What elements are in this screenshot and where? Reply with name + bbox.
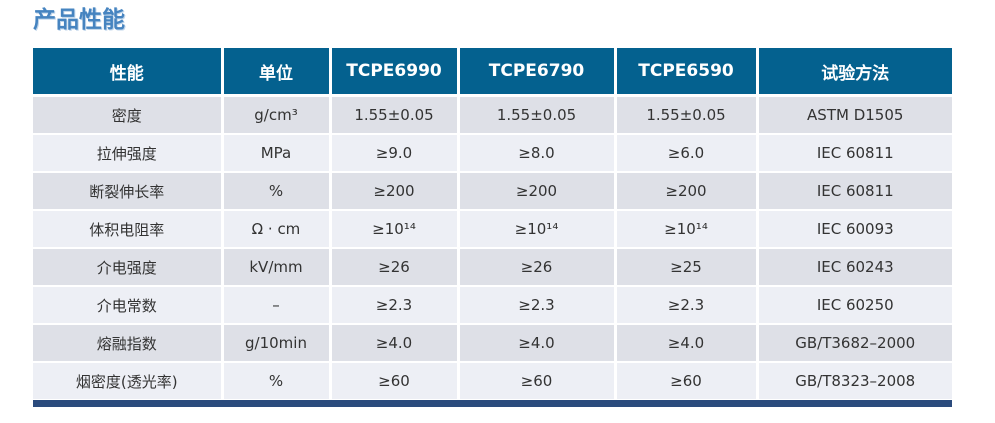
cell-tcpe6590: ≥25 <box>615 248 759 287</box>
col-header-tcpe6790: TCPE6790 <box>458 48 617 97</box>
cell-property: 密度 <box>33 95 224 135</box>
cell-tcpe6990: ≥60 <box>330 362 460 399</box>
cell-tcpe6590: ≥2.3 <box>615 286 759 325</box>
cell-test-method: IEC 60811 <box>757 134 952 173</box>
table-row: 熔融指数 g/10min ≥4.0 ≥4.0 ≥4.0 GB/T3682–200… <box>33 324 952 363</box>
cell-tcpe6990: ≥9.0 <box>330 134 460 173</box>
cell-tcpe6790: ≥26 <box>458 248 617 287</box>
table-row: 断裂伸长率 % ≥200 ≥200 ≥200 IEC 60811 <box>33 172 952 211</box>
cell-property: 烟密度(透光率) <box>33 362 224 399</box>
cell-tcpe6590: ≥60 <box>615 362 759 399</box>
cell-property: 拉伸强度 <box>33 134 224 173</box>
cell-unit: MPa <box>222 134 332 173</box>
table-row: 介电强度 kV/mm ≥26 ≥26 ≥25 IEC 60243 <box>33 248 952 287</box>
table-row: 拉伸强度 MPa ≥9.0 ≥8.0 ≥6.0 IEC 60811 <box>33 134 952 173</box>
cell-test-method: IEC 60250 <box>757 286 952 325</box>
cell-tcpe6990: ≥2.3 <box>330 286 460 325</box>
cell-property: 介电强度 <box>33 248 224 287</box>
cell-test-method: GB/T3682–2000 <box>757 324 952 363</box>
cell-tcpe6790: ≥10¹⁴ <box>458 210 617 249</box>
product-performance-table: 性能 单位 TCPE6990 TCPE6790 TCPE6590 试验方法 密度… <box>33 48 952 407</box>
cell-tcpe6790: 1.55±0.05 <box>458 95 617 135</box>
cell-test-method: IEC 60093 <box>757 210 952 249</box>
cell-tcpe6590: ≥6.0 <box>615 134 759 173</box>
col-header-test-method: 试验方法 <box>757 48 952 97</box>
cell-property: 体积电阻率 <box>33 210 224 249</box>
table-row: 介电常数 – ≥2.3 ≥2.3 ≥2.3 IEC 60250 <box>33 286 952 325</box>
cell-unit: g/10min <box>222 324 332 363</box>
cell-tcpe6790: ≥8.0 <box>458 134 617 173</box>
spec-table: 性能 单位 TCPE6990 TCPE6790 TCPE6590 试验方法 密度… <box>33 48 952 399</box>
cell-test-method: IEC 60243 <box>757 248 952 287</box>
page-title: 产品性能 <box>33 7 125 33</box>
table-bottom-border <box>33 400 952 407</box>
cell-unit: % <box>222 172 332 211</box>
cell-tcpe6590: 1.55±0.05 <box>615 95 759 135</box>
col-header-property: 性能 <box>33 48 224 97</box>
cell-test-method: ASTM D1505 <box>757 95 952 135</box>
table-row: 体积电阻率 Ω · cm ≥10¹⁴ ≥10¹⁴ ≥10¹⁴ IEC 60093 <box>33 210 952 249</box>
cell-test-method: IEC 60811 <box>757 172 952 211</box>
cell-tcpe6790: ≥60 <box>458 362 617 399</box>
cell-tcpe6590: ≥4.0 <box>615 324 759 363</box>
col-header-unit: 单位 <box>222 48 332 97</box>
cell-tcpe6790: ≥4.0 <box>458 324 617 363</box>
cell-tcpe6590: ≥10¹⁴ <box>615 210 759 249</box>
cell-tcpe6990: 1.55±0.05 <box>330 95 460 135</box>
table-header-row: 性能 单位 TCPE6990 TCPE6790 TCPE6590 试验方法 <box>33 48 952 97</box>
cell-tcpe6790: ≥200 <box>458 172 617 211</box>
cell-unit: g/cm³ <box>222 95 332 135</box>
cell-tcpe6790: ≥2.3 <box>458 286 617 325</box>
cell-unit: kV/mm <box>222 248 332 287</box>
cell-tcpe6990: ≥26 <box>330 248 460 287</box>
cell-tcpe6990: ≥10¹⁴ <box>330 210 460 249</box>
cell-unit: – <box>222 286 332 325</box>
cell-tcpe6990: ≥4.0 <box>330 324 460 363</box>
cell-tcpe6990: ≥200 <box>330 172 460 211</box>
cell-unit: Ω · cm <box>222 210 332 249</box>
cell-unit: % <box>222 362 332 399</box>
cell-tcpe6590: ≥200 <box>615 172 759 211</box>
table-row: 密度 g/cm³ 1.55±0.05 1.55±0.05 1.55±0.05 A… <box>33 95 952 135</box>
table-row: 烟密度(透光率) % ≥60 ≥60 ≥60 GB/T8323–2008 <box>33 362 952 399</box>
col-header-tcpe6590: TCPE6590 <box>615 48 759 97</box>
cell-property: 介电常数 <box>33 286 224 325</box>
cell-property: 断裂伸长率 <box>33 172 224 211</box>
cell-test-method: GB/T8323–2008 <box>757 362 952 399</box>
col-header-tcpe6990: TCPE6990 <box>330 48 460 97</box>
cell-property: 熔融指数 <box>33 324 224 363</box>
